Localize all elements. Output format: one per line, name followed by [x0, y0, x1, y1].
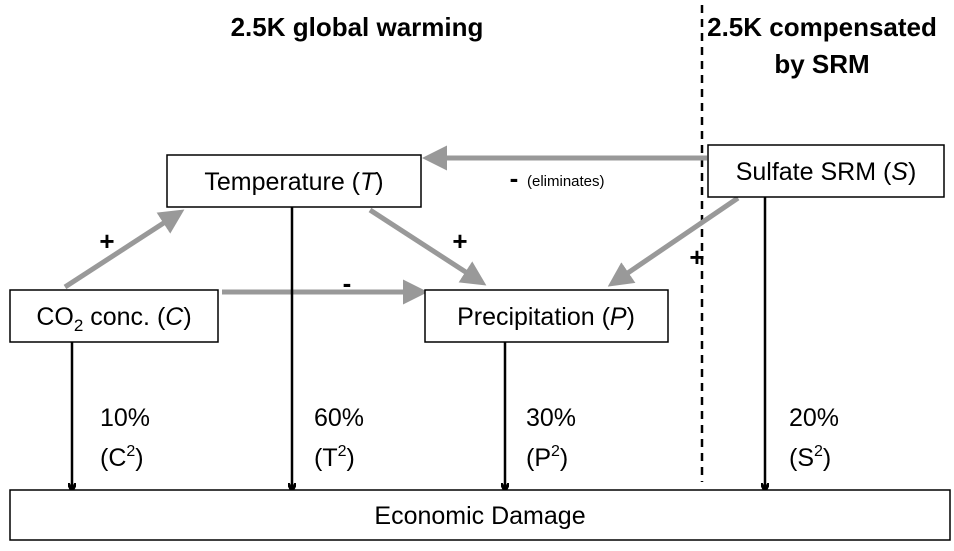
share-term: (P2) [526, 443, 568, 472]
node-label: CO2 conc. (C) [36, 303, 191, 335]
node-label: Precipitation (P) [457, 303, 635, 331]
edge-sign: + [99, 226, 114, 256]
node-label: Sulfate SRM (S) [736, 158, 917, 186]
share: 30% [526, 404, 576, 432]
node-box [9, 489, 951, 541]
node-box [166, 154, 422, 208]
node-box [9, 289, 219, 343]
arrow [368, 207, 487, 286]
header-right: by SRM [774, 49, 869, 79]
share-term: (S2) [789, 443, 831, 472]
node-label: Temperature (T) [204, 168, 383, 196]
header-left: 2.5K global warming [231, 12, 484, 42]
edge-sign: + [689, 242, 704, 272]
share: 10% [100, 404, 150, 432]
share-term: (C2) [100, 443, 144, 472]
share-term: (T2) [314, 443, 355, 472]
header-right: 2.5K compensated [707, 12, 937, 42]
edge-sign: + [452, 226, 467, 256]
node-label: Economic Damage [374, 502, 585, 530]
edge-note: (eliminates) [527, 173, 605, 190]
node-box [707, 144, 945, 198]
edge-sign: - [510, 163, 519, 193]
arrow [63, 209, 185, 290]
node-box [424, 289, 669, 343]
edge-sign: - [343, 268, 352, 298]
share: 60% [314, 404, 364, 432]
share: 20% [789, 404, 839, 432]
arrow [607, 195, 740, 287]
